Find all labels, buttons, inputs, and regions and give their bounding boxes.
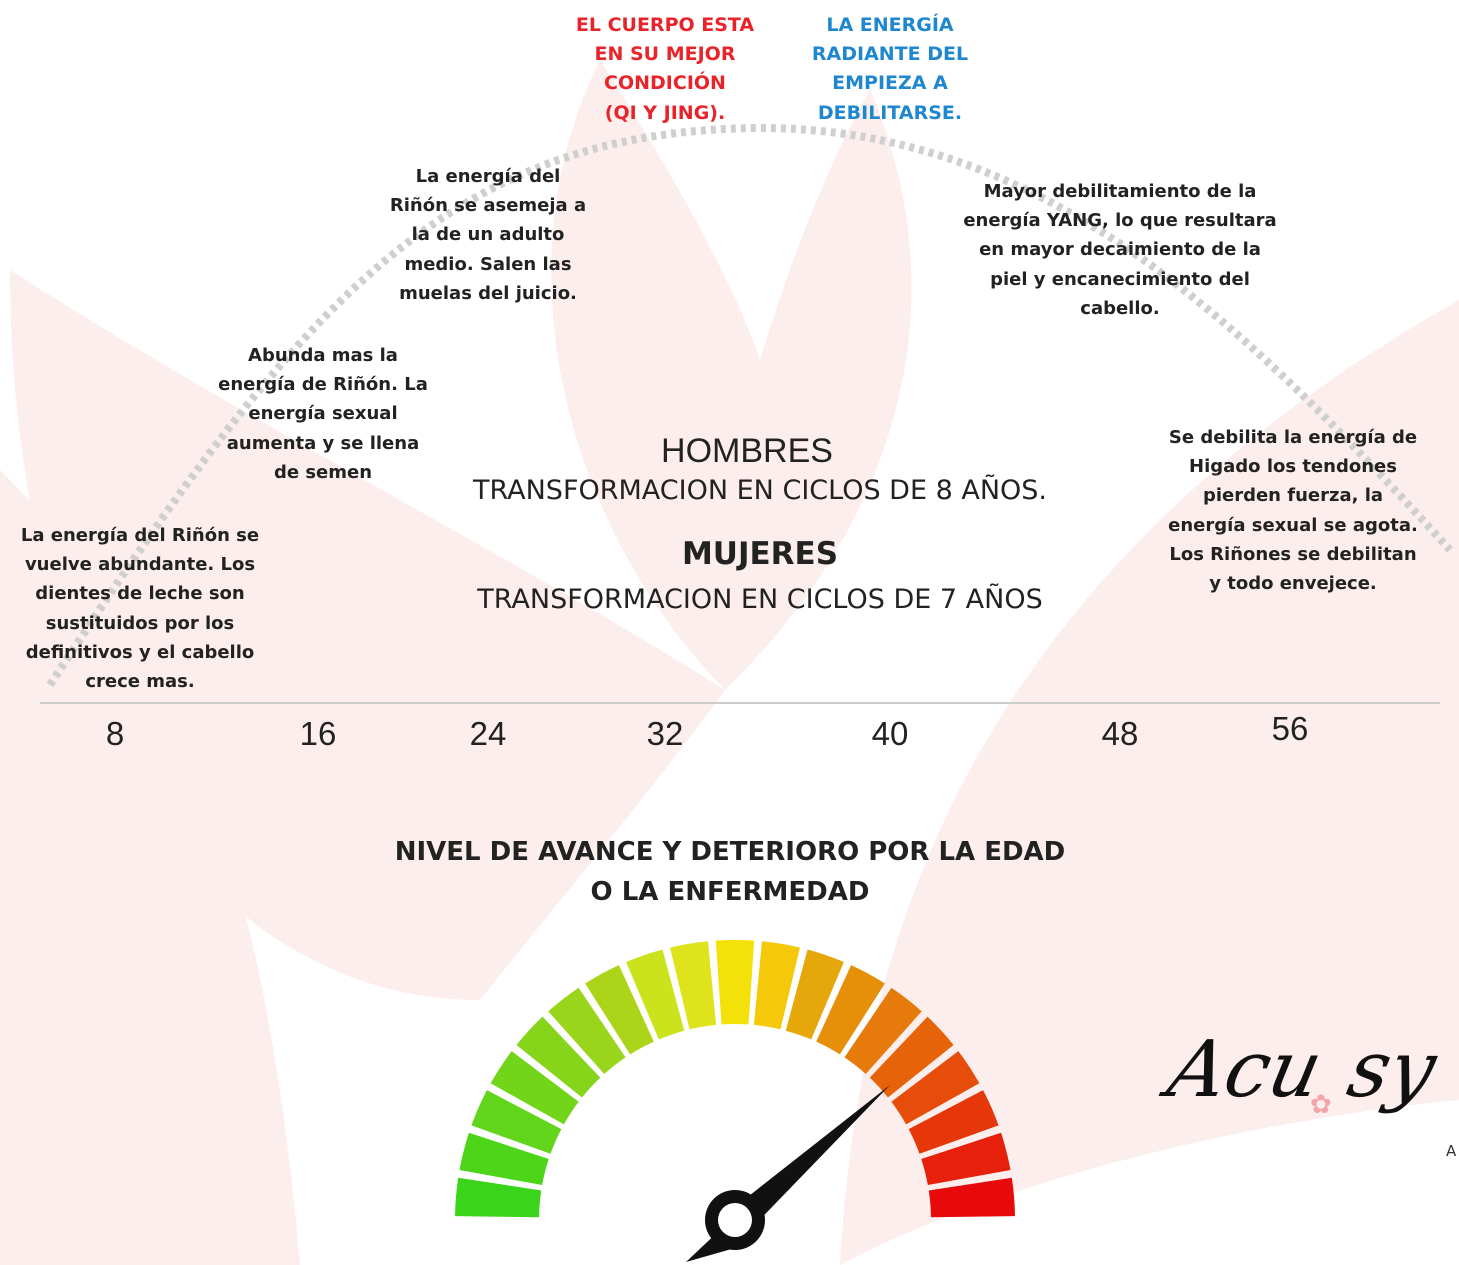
text-line: pierden fuerza, la [1168,481,1418,510]
text-line: y todo envejece. [1168,569,1418,598]
text-line: energía YANG, lo que resultara [963,206,1276,235]
text-line: en mayor decaimiento de la [963,235,1276,264]
text-line: Abunda mas la [218,341,428,370]
text-line: LA ENERGÍA [812,11,968,40]
text-line: de semen [218,458,428,487]
text-line: La energía del [390,162,586,191]
text-line: CONDICIÓN [576,69,754,98]
women-subtitle: TRANSFORMACION EN CICLOS DE 7 AÑOS [477,584,1042,615]
text-line: dientes de leche son [21,579,259,608]
women-title: MUJERES [682,536,838,572]
text-line: (QI Y JING). [576,99,754,128]
age-label: 56 [1272,710,1309,748]
men-subtitle: TRANSFORMACION EN CICLOS DE 8 AÑOS. [473,475,1047,506]
text-line: La energía del Riñón se [21,521,259,550]
logo-lotus: ✿ [1310,1090,1332,1120]
age-label: 16 [300,715,337,753]
text-line: EMPIEZA A [812,69,968,98]
text-line: NIVEL DE AVANCE Y DETERIORO POR LA EDAD [395,832,1066,872]
text-line: Riñón se asemeja a [390,191,586,220]
gauge-hub-center [718,1203,752,1237]
logo-tag: A [1446,1142,1456,1160]
text-line: la de un adulto [390,220,586,249]
text-line: vuelve abundante. Los [21,550,259,579]
text-line: crece mas. [21,667,259,696]
text-line: O LA ENFERMEDAD [395,872,1066,912]
age-label: 32 [647,715,684,753]
men-title: HOMBRES [661,432,833,471]
text-line: definitivos y el cabello [21,638,259,667]
age-label: 8 [106,715,124,753]
text-line: cabello. [963,294,1276,323]
text-line: Higado los tendones [1168,452,1418,481]
text-line: energía sexual se agota. [1168,511,1418,540]
text-line: aumenta y se llena [218,429,428,458]
text-line: Los Riñones se debilitan [1168,540,1418,569]
page: EL CUERPO ESTAEN SU MEJORCONDICIÓN(QI Y … [0,0,1459,1265]
gauge-segment [455,1178,541,1217]
text-line: EL CUERPO ESTA [576,11,754,40]
text-line: muelas del juicio. [390,279,586,308]
gauge-segment [716,940,754,1024]
text-line: energía de Riñón. La [218,370,428,399]
age-label: 48 [1102,715,1139,753]
text-line: DEBILITARSE. [812,99,968,128]
text-line: sustituidos por los [21,609,259,638]
text-line: medio. Salen las [390,250,586,279]
text-line: energía sexual [218,399,428,428]
age-label: 40 [872,715,909,753]
text-line: EN SU MEJOR [576,40,754,69]
logo-text: Acu [1160,1025,1329,1115]
text-line: Se debilita la energía de [1168,423,1418,452]
text-line: RADIANTE DEL [812,40,968,69]
text-line: Mayor debilitamiento de la [963,177,1276,206]
age-label: 24 [470,715,507,753]
text-line: piel y encanecimiento del [963,265,1276,294]
